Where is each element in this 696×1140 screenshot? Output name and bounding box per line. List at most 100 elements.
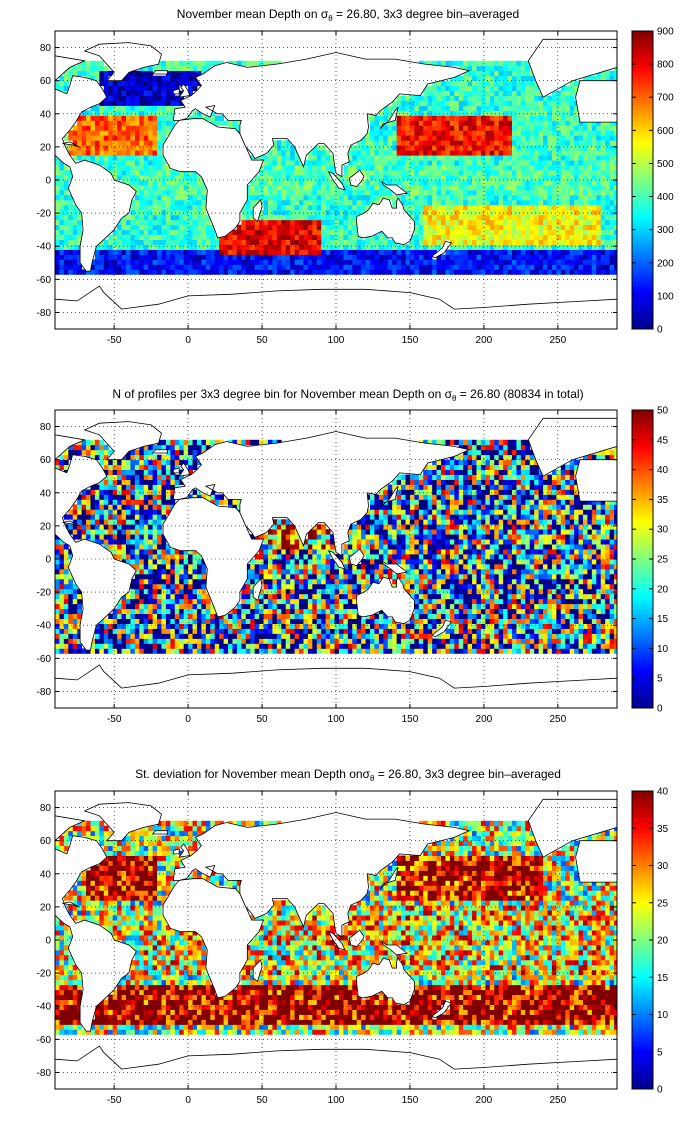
heatmap-cell bbox=[596, 189, 602, 196]
heatmap-cell bbox=[241, 214, 247, 221]
heatmap-cell bbox=[436, 140, 442, 146]
heatmap-cell bbox=[441, 170, 446, 176]
heatmap-cell bbox=[241, 244, 247, 250]
heatmap-cell bbox=[285, 244, 291, 250]
heatmap-cell bbox=[392, 264, 398, 270]
heatmap-cell bbox=[205, 648, 211, 654]
heatmap-cell bbox=[183, 80, 189, 87]
heatmap-cell bbox=[250, 254, 256, 260]
heatmap-cell bbox=[68, 633, 74, 639]
heatmap-cell bbox=[290, 224, 295, 231]
heatmap-cell bbox=[463, 648, 469, 654]
heatmap-cell bbox=[565, 85, 571, 91]
heatmap-cell bbox=[259, 264, 264, 270]
heatmap-cell bbox=[130, 120, 136, 126]
heatmap-cell bbox=[409, 120, 415, 126]
heatmap-cell bbox=[303, 613, 309, 619]
heatmap-cell bbox=[383, 184, 389, 191]
heatmap-cell bbox=[81, 110, 87, 116]
heatmap-cell bbox=[427, 180, 433, 186]
heatmap-cell bbox=[170, 120, 176, 126]
heatmap-cell bbox=[290, 269, 295, 275]
heatmap-cell bbox=[125, 633, 131, 639]
heatmap-cell bbox=[476, 214, 482, 221]
heatmap-cell bbox=[556, 239, 562, 245]
heatmap-cell bbox=[494, 244, 500, 250]
heatmap-cell bbox=[263, 194, 269, 201]
heatmap-cell bbox=[236, 638, 242, 644]
heatmap-cell bbox=[174, 199, 180, 206]
heatmap-cell bbox=[259, 194, 264, 201]
heatmap-cell bbox=[560, 160, 566, 166]
heatmap-cell bbox=[609, 239, 615, 245]
heatmap-cell bbox=[432, 224, 437, 231]
heatmap-cell bbox=[489, 628, 495, 634]
heatmap-cell bbox=[165, 633, 171, 639]
heatmap-cell bbox=[157, 155, 162, 161]
heatmap-cell bbox=[307, 254, 313, 260]
heatmap-cell bbox=[605, 120, 611, 126]
heatmap-cell bbox=[139, 269, 145, 275]
heatmap-cell bbox=[307, 234, 313, 240]
heatmap-cell bbox=[338, 613, 344, 619]
heatmap-cell bbox=[494, 70, 500, 77]
heatmap-cell bbox=[409, 623, 415, 629]
heatmap-cell bbox=[591, 180, 597, 186]
heatmap-cell bbox=[272, 259, 278, 265]
heatmap-cell bbox=[449, 259, 455, 265]
heatmap-cell bbox=[498, 254, 504, 260]
heatmap-cell bbox=[538, 189, 544, 196]
heatmap-cell bbox=[405, 259, 411, 265]
heatmap-cell bbox=[445, 189, 451, 196]
heatmap-cell bbox=[520, 60, 526, 67]
heatmap-cell bbox=[130, 135, 136, 141]
heatmap-cell bbox=[480, 180, 486, 186]
heatmap-cell bbox=[356, 269, 362, 275]
heatmap-cell bbox=[449, 115, 455, 121]
heatmap-cell bbox=[188, 628, 193, 634]
heatmap-cell bbox=[467, 229, 473, 236]
heatmap-cell bbox=[228, 633, 233, 639]
heatmap-cell bbox=[161, 85, 167, 91]
heatmap-cell bbox=[250, 204, 256, 211]
heatmap-cell bbox=[139, 85, 145, 91]
heatmap-cell bbox=[458, 150, 464, 156]
heatmap-cell bbox=[480, 184, 486, 191]
heatmap-cell bbox=[55, 160, 60, 166]
heatmap-cell bbox=[63, 170, 69, 176]
heatmap-cell bbox=[378, 130, 384, 136]
heatmap-cell bbox=[356, 613, 362, 619]
heatmap-cell bbox=[569, 105, 575, 111]
heatmap-cell bbox=[170, 259, 176, 265]
heatmap-cell bbox=[409, 189, 415, 196]
heatmap-cell bbox=[401, 648, 406, 654]
heatmap-cell bbox=[139, 105, 145, 111]
heatmap-cell bbox=[161, 75, 167, 82]
heatmap-cell bbox=[489, 214, 495, 221]
heatmap-cell bbox=[538, 633, 544, 639]
heatmap-cell bbox=[565, 175, 571, 181]
heatmap-cell bbox=[86, 155, 91, 161]
heatmap-cell bbox=[117, 638, 122, 644]
heatmap-cell bbox=[112, 150, 118, 156]
heatmap-cell bbox=[68, 229, 74, 236]
heatmap-cell bbox=[263, 608, 269, 615]
heatmap-cell bbox=[259, 155, 264, 161]
heatmap-cell bbox=[458, 184, 464, 191]
heatmap-cell bbox=[121, 219, 127, 226]
heatmap-cell bbox=[312, 219, 318, 226]
heatmap-cell bbox=[201, 254, 207, 260]
heatmap-cell bbox=[565, 184, 571, 191]
heatmap-cell bbox=[330, 204, 335, 211]
heatmap-cell bbox=[59, 638, 65, 644]
heatmap-cell bbox=[494, 194, 500, 201]
heatmap-cell bbox=[383, 170, 389, 176]
heatmap-cell bbox=[547, 264, 553, 270]
heatmap-cell bbox=[370, 239, 375, 245]
heatmap-cell bbox=[214, 120, 220, 126]
heatmap-cell bbox=[587, 180, 593, 186]
heatmap-cell bbox=[343, 623, 349, 629]
heatmap-cell bbox=[356, 249, 362, 255]
heatmap-cell bbox=[427, 115, 433, 121]
heatmap-cell bbox=[423, 239, 429, 245]
